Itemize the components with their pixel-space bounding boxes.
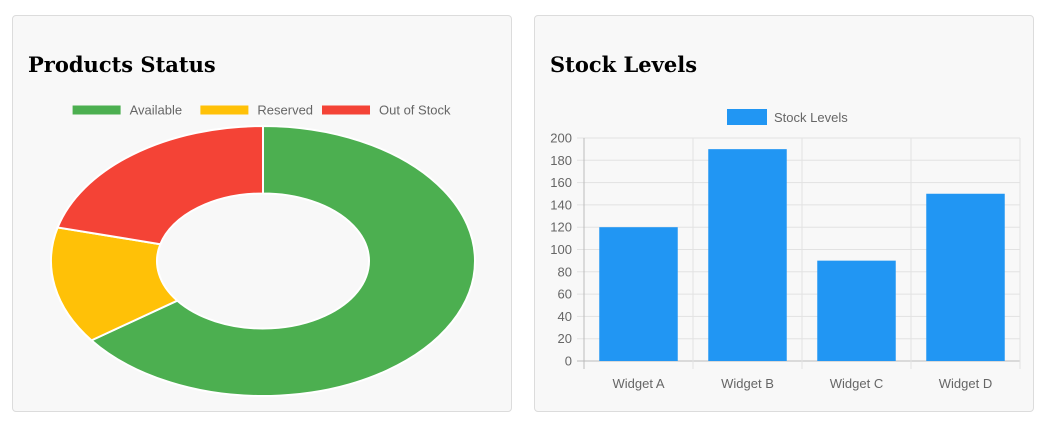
legend-item-out-of-stock[interactable]: Out of Stock — [322, 103, 451, 118]
legend-item-stock-levels[interactable]: Stock Levels — [727, 109, 848, 125]
doughnut-slices — [50, 124, 476, 397]
bar-y-ticks: 0 20 40 60 80 100 120 140 160 180 200 — [550, 131, 572, 369]
bar-widget-b[interactable] — [708, 149, 787, 361]
doughnut-slice-reserved[interactable] — [50, 226, 180, 342]
bar-widget-a[interactable] — [599, 227, 678, 361]
x-tick-label-widget-b: Widget B — [721, 376, 774, 391]
x-tick-label-widget-a: Widget A — [612, 376, 664, 391]
doughnut-slice-out-of-stock[interactable] — [56, 124, 264, 246]
stock-levels-title: Stock Levels — [550, 52, 698, 77]
products-status-card: Products Status Available Reserved Out of … — [12, 15, 512, 412]
legend-swatch-reserved — [200, 105, 249, 115]
y-tick-label-20: 20 — [558, 331, 572, 346]
legend-swatch-available — [72, 105, 121, 115]
bar-widget-d[interactable] — [926, 193, 1005, 361]
y-tick-label-40: 40 — [558, 309, 572, 324]
stock-levels-card: Stock Levels 0 20 40 60 80 100 120 140 160 180 200… — [534, 15, 1034, 412]
y-tick-label-80: 80 — [558, 264, 572, 279]
bar-x-ticks: Widget A Widget B Widget C Widget D — [612, 376, 992, 391]
bar-widget-c[interactable] — [817, 260, 896, 361]
y-tick-label-100: 100 — [550, 242, 572, 257]
bar-bars — [599, 149, 1005, 361]
legend-label-reserved: Reserved — [257, 103, 313, 118]
legend-label-out-of-stock: Out of Stock — [379, 103, 451, 118]
y-tick-label-140: 140 — [550, 197, 572, 212]
legend-label-available: Available — [130, 103, 183, 118]
legend-label-stock-levels: Stock Levels — [774, 110, 848, 125]
products-status-doughnut-chart: Available Reserved Out of Stock — [50, 103, 476, 397]
products-status-title: Products Status — [28, 52, 216, 77]
y-tick-label-120: 120 — [550, 220, 572, 235]
x-tick-label-widget-c: Widget C — [830, 376, 883, 391]
bar-legend: Stock Levels — [727, 109, 848, 125]
doughnut-legend: Available Reserved Out of Stock — [72, 103, 451, 118]
legend-swatch-stock-levels — [727, 109, 767, 125]
legend-item-reserved[interactable]: Reserved — [200, 103, 313, 118]
y-tick-label-160: 160 — [550, 175, 572, 190]
y-tick-label-60: 60 — [558, 287, 572, 302]
y-tick-label-180: 180 — [550, 153, 572, 168]
y-tick-label-200: 200 — [550, 131, 572, 146]
doughnut-slice-available[interactable] — [89, 124, 476, 397]
x-tick-label-widget-d: Widget D — [939, 376, 992, 391]
legend-swatch-out-of-stock — [322, 105, 370, 115]
y-tick-label-0: 0 — [565, 354, 572, 369]
legend-item-available[interactable]: Available — [72, 103, 183, 118]
